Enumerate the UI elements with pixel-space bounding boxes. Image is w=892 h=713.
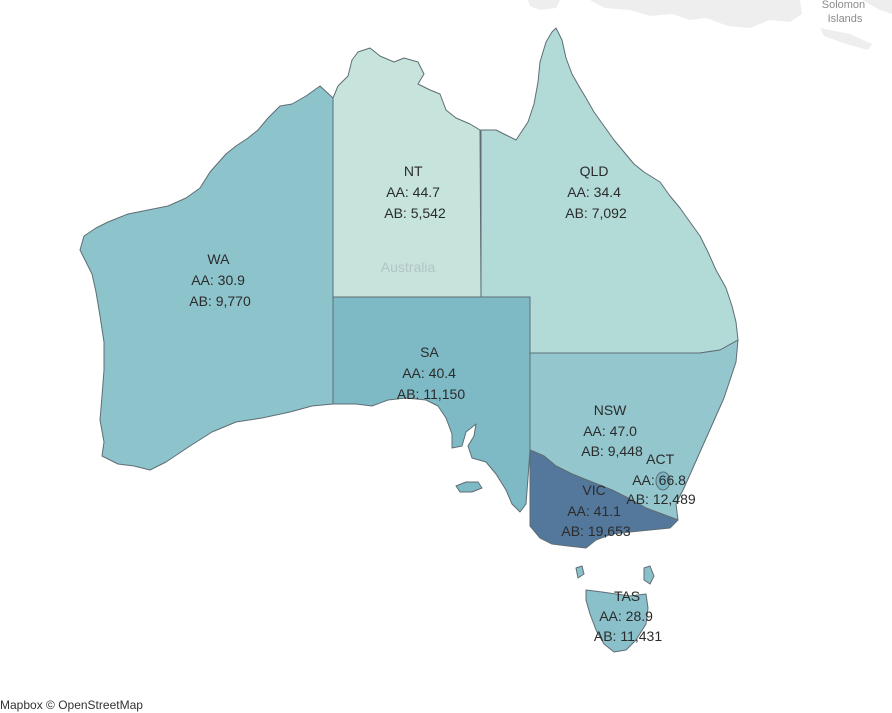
region-name: ACT: [646, 451, 674, 467]
region-label-qld: QLD AA: 34.4 AB: 7,092: [565, 163, 627, 221]
region-ab: AB: 19,653: [561, 523, 630, 539]
region-name: QLD: [580, 163, 609, 179]
island-ne: [862, 0, 892, 14]
region-aa: AA: 30.9: [191, 272, 245, 288]
region-wa[interactable]: [79, 85, 334, 471]
region-ab: AB: 11,431: [594, 628, 662, 644]
region-aa: AA: 28.9: [599, 608, 653, 624]
region-qld[interactable]: [480, 27, 739, 354]
region-tas[interactable]: [585, 589, 649, 653]
basemap-text: Solomon Islands: [822, 0, 868, 25]
region-labels: WA AA: 30.9 AB: 9,770 NT AA: 44.7 AB: 5,…: [189, 163, 696, 644]
region-ab: AB: 5,542: [384, 205, 446, 221]
region-label-act: ACT AA: 66.8 AB: 12,489: [626, 451, 695, 507]
northern-landmass: [528, 0, 560, 10]
region-label-wa: WA AA: 30.9 AB: 9,770: [189, 251, 251, 309]
region-label-vic: VIC AA: 41.1 AB: 19,653: [561, 482, 630, 539]
region-name: VIC: [582, 482, 605, 498]
region-name: SA: [420, 344, 439, 360]
island-east: [820, 28, 872, 50]
region-name: NSW: [594, 402, 627, 418]
region-tas-island: [643, 565, 655, 585]
region-vic[interactable]: [529, 449, 679, 549]
basemap-land: [528, 0, 892, 50]
region-ab: AB: 7,092: [565, 205, 627, 221]
region-sa-island: [455, 481, 483, 493]
region-aa: AA: 44.7: [386, 184, 440, 200]
region-nt[interactable]: [332, 47, 482, 298]
region-ab: AB: 9,448: [581, 443, 643, 459]
region-name: NT: [404, 163, 423, 179]
region-aa: AA: 34.4: [567, 184, 621, 200]
solomon-islands-label: Solomon Islands: [822, 0, 868, 25]
png-landmass: [590, 0, 802, 28]
region-label-tas: TAS AA: 28.9 AB: 11,431: [594, 588, 662, 644]
region-tas-island: [575, 565, 585, 579]
region-label-nsw: NSW AA: 47.0 AB: 9,448: [581, 402, 643, 459]
region-ab: AB: 11,150: [397, 386, 465, 402]
region-label-nt: NT AA: 44.7 AB: 5,542: [384, 163, 446, 221]
region-act[interactable]: [655, 471, 671, 491]
region-aa: AA: 66.8: [632, 472, 686, 488]
region-aa: AA: 47.0: [583, 423, 637, 439]
region-ab: AB: 9,770: [189, 293, 251, 309]
map-attribution[interactable]: Mapbox © OpenStreetMap: [0, 698, 143, 712]
country-label: Australia: [381, 259, 436, 275]
state-regions: [79, 27, 739, 653]
region-sa[interactable]: [332, 296, 531, 513]
region-aa: AA: 40.4: [402, 365, 456, 381]
region-aa: AA: 41.1: [567, 503, 621, 519]
region-ab: AB: 12,489: [626, 491, 695, 507]
region-name: WA: [207, 251, 230, 267]
region-name: TAS: [614, 588, 640, 604]
region-label-sa: SA AA: 40.4 AB: 11,150: [397, 344, 465, 402]
